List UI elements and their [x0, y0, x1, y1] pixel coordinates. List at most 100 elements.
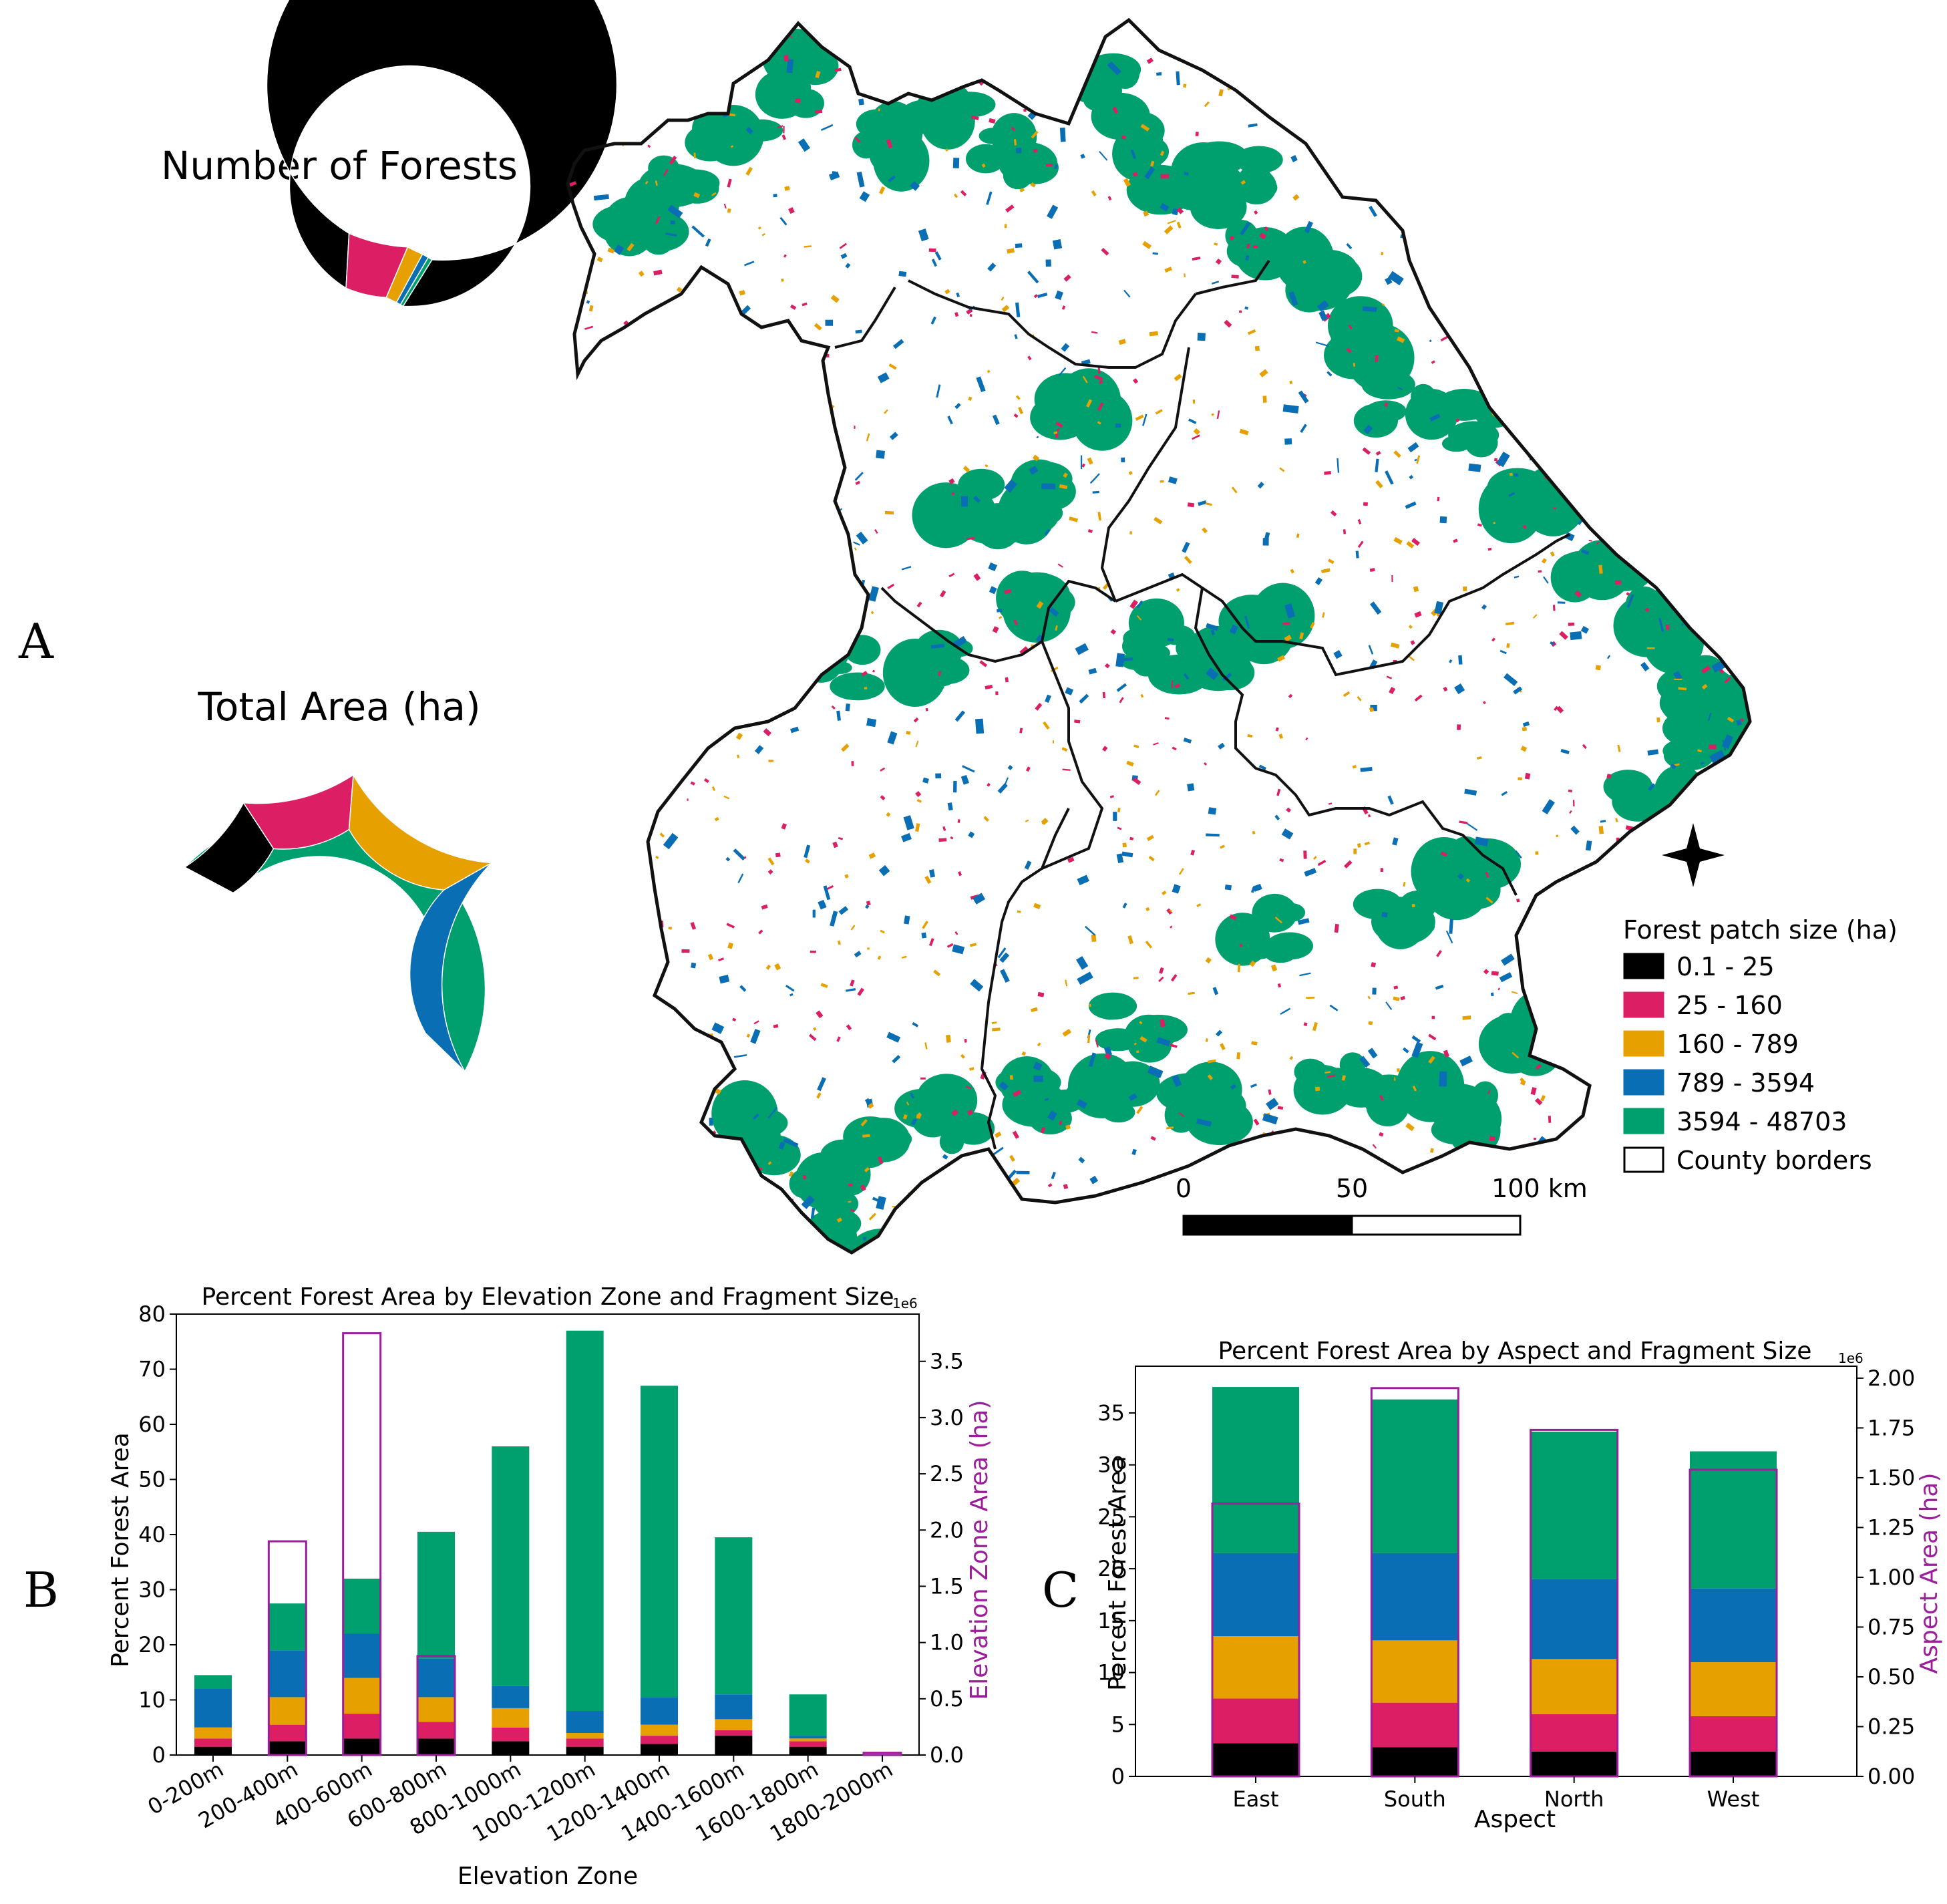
forest-patch-small: [799, 369, 808, 385]
forest-patch-small: [804, 245, 812, 248]
forest-patch-small: [1290, 569, 1295, 574]
forest-patch-small: [1631, 164, 1635, 168]
forest-patch-small: [753, 1113, 759, 1120]
forest-patch-small: [1121, 851, 1133, 858]
forest-patch-small: [1132, 172, 1138, 177]
forest-patch-small: [1286, 23, 1293, 30]
chart-c-bar-3-4: [1690, 1451, 1777, 1589]
forest-patch-green: [625, 220, 655, 242]
forest-patch-small: [736, 438, 743, 444]
forest-patch-green: [1002, 572, 1071, 627]
forest-patch-small: [663, 671, 671, 678]
forest-patch-small: [1229, 914, 1237, 921]
forest-patch-small: [576, 850, 582, 858]
forest-patch-small: [1743, 634, 1749, 641]
forest-patch-small: [1254, 210, 1258, 215]
forest-patch-small: [1101, 1231, 1107, 1239]
forest-patch-small: [1159, 967, 1164, 974]
forest-patch-small: [1012, 1130, 1019, 1139]
forest-patch-small: [1569, 919, 1582, 935]
forest-patch-small: [1582, 744, 1587, 750]
forest-patch-small: [1716, 343, 1723, 350]
scale-bar: 0 50 100 km: [1176, 1174, 1588, 1236]
forest-patch-small: [864, 687, 868, 690]
forest-patch-small: [691, 962, 697, 969]
forest-patch-small: [935, 773, 942, 779]
forest-patch-small: [986, 191, 993, 205]
forest-patch-small: [1155, 409, 1163, 415]
forest-patch-green: [816, 1209, 862, 1239]
forest-patch-small: [1505, 621, 1515, 626]
forest-patch-small: [717, 59, 725, 67]
chart-c-bar-3-3: [1690, 1588, 1777, 1663]
forest-patch-small: [1087, 529, 1093, 533]
forest-patch-small: [856, 531, 868, 544]
forest-patch-small: [1176, 207, 1184, 214]
forest-patch-small: [582, 1134, 592, 1138]
forest-patch-small: [1727, 360, 1733, 365]
forest-patch-small: [577, 560, 580, 564]
chart-b-ytick-3: 30: [138, 1577, 166, 1603]
forest-patch-small: [1341, 115, 1347, 120]
forest-patch-small: [1295, 61, 1300, 72]
forest-patch-small: [1475, 198, 1483, 206]
forest-patch-small: [1673, 269, 1680, 277]
forest-patch-small: [838, 940, 841, 945]
forest-patch-small: [1394, 1077, 1396, 1081]
forest-patch-small: [1674, 678, 1683, 681]
forest-patch-small: [829, 570, 833, 575]
forest-patch-small: [1007, 765, 1013, 770]
forest-patch-small: [1016, 1170, 1030, 1174]
forest-patch-small: [1355, 550, 1359, 559]
forest-patch-green: [1276, 248, 1314, 271]
forest-patch-small: [610, 777, 615, 782]
forest-patch-small: [1033, 903, 1041, 909]
forest-patch-small: [1415, 1194, 1419, 1199]
chart-c-bar-2-2: [1530, 1659, 1618, 1714]
forest-patch-green: [909, 1090, 956, 1138]
forest-patch-small: [1503, 673, 1518, 687]
forest-patch-small: [1239, 310, 1242, 313]
forest-patch-small: [1537, 51, 1541, 55]
forest-patch-small: [1131, 1148, 1137, 1156]
forest-patch-small: [862, 1236, 867, 1241]
forest-patch-small: [1644, 607, 1650, 613]
forest-patch-small: [1237, 963, 1241, 973]
forest-patch-small: [1501, 791, 1508, 796]
forest-patch-small: [596, 877, 604, 885]
forest-patch-small: [1011, 126, 1016, 132]
chart-b-ytick-1: 10: [138, 1688, 166, 1713]
forest-patch-small: [1045, 259, 1051, 267]
forest-patch-small: [628, 960, 637, 967]
forest-patch-small: [887, 731, 898, 745]
forest-patch-small: [1689, 1238, 1695, 1243]
forest-patch-small: [598, 463, 604, 468]
forest-patch-small: [1642, 845, 1646, 850]
chart-b-ylabel: Percent Forest Area: [107, 1432, 134, 1668]
forest-patch-small: [711, 1184, 717, 1188]
forest-patch-small: [568, 180, 577, 187]
forest-patch-small: [753, 592, 759, 597]
forest-patch-small: [1654, 452, 1662, 461]
forest-patch-small: [1066, 41, 1070, 45]
forest-patch-small: [1128, 1093, 1137, 1102]
forest-patch-small: [1681, 502, 1687, 508]
forest-patch-small: [1722, 740, 1727, 751]
chart-c-bar-1-0: [1371, 1747, 1459, 1776]
forest-patch-small: [1178, 868, 1184, 875]
forest-patch-small: [1148, 856, 1155, 862]
forest-patch-small: [1537, 309, 1545, 325]
forest-patch-small: [1644, 499, 1653, 508]
forest-patch-small: [1699, 1217, 1702, 1225]
forest-patch-small: [1667, 325, 1679, 335]
forest-patch-small: [992, 626, 999, 633]
chart-c-y2label: Aspect Area (ha): [1916, 1473, 1943, 1674]
forest-patch-small: [1641, 1178, 1644, 1180]
forest-patch-small: [1268, 1089, 1272, 1095]
forest-patch-small: [1644, 75, 1647, 84]
forest-patch-green: [979, 128, 1008, 144]
forest-patch-small: [1056, 428, 1060, 433]
forest-patch-small: [1232, 1180, 1241, 1193]
forest-patch-small: [658, 583, 666, 591]
forest-patch-small: [576, 1084, 580, 1093]
